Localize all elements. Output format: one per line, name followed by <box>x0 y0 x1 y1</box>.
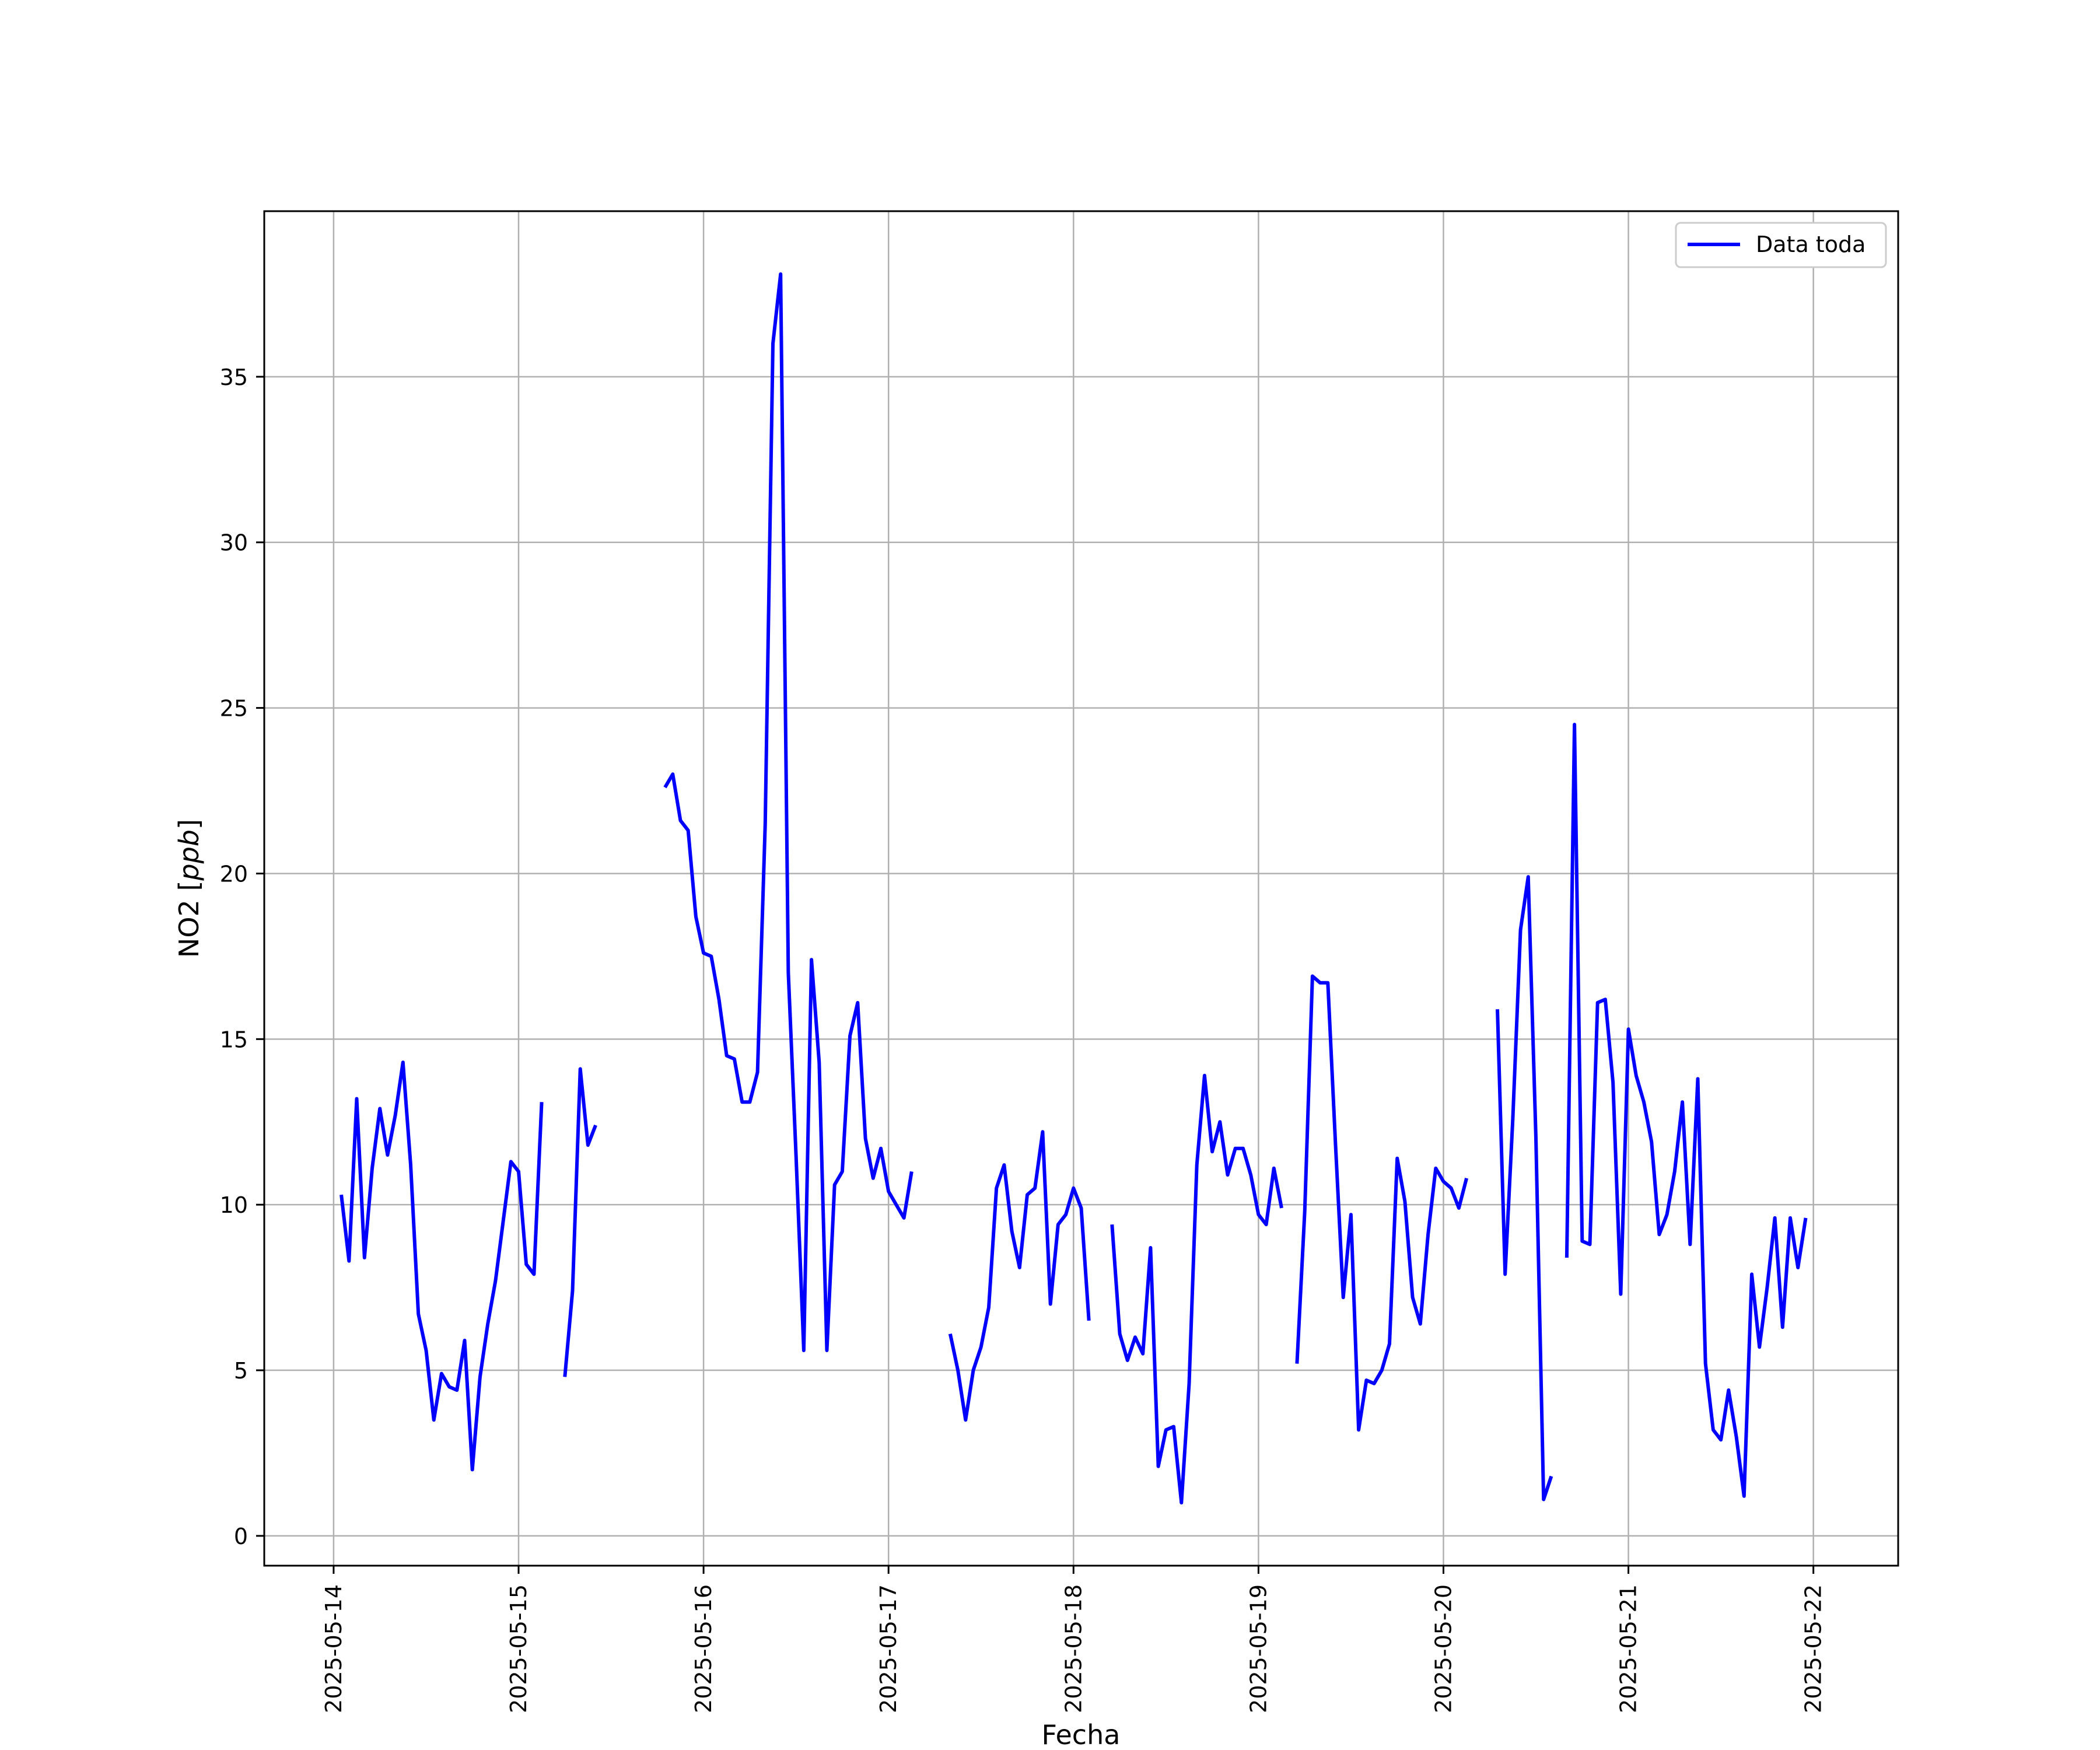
y-tick-label: 10 <box>220 1192 248 1218</box>
x-tick-label: 2025-05-17 <box>876 1584 901 1713</box>
series-line-segment <box>1496 875 1553 1502</box>
x-tick-label: 2025-05-20 <box>1430 1584 1456 1713</box>
x-tick-label: 2025-05-19 <box>1245 1584 1271 1713</box>
y-axis-label-main: NO2 [ <box>173 881 205 958</box>
y-tick-label: 0 <box>234 1524 248 1549</box>
x-tick-label: 2025-05-14 <box>321 1584 346 1713</box>
legend-box <box>1675 222 1887 268</box>
y-axis-label-unit: ppb <box>173 830 205 881</box>
legend: Data toda <box>1675 222 1887 268</box>
series-line-segment <box>1110 1073 1283 1505</box>
series-line-segment <box>663 272 914 1352</box>
series-line-segment <box>340 1060 544 1472</box>
x-tick-label: 2025-05-22 <box>1801 1584 1826 1713</box>
x-tick-label: 2025-05-16 <box>691 1584 716 1713</box>
series-line-segment <box>1295 974 1469 1432</box>
legend-label: Data toda <box>1756 232 1866 257</box>
y-axis-label-close: ] <box>173 819 205 830</box>
series-line-segment <box>563 1067 597 1377</box>
x-tick-label: 2025-05-15 <box>506 1584 531 1713</box>
x-tick-label: 2025-05-18 <box>1060 1584 1086 1713</box>
x-axis-label: Fecha <box>1042 1719 1121 1750</box>
y-tick-label: 5 <box>234 1358 248 1384</box>
plot-frame <box>263 210 1899 1567</box>
grid <box>264 211 1898 1566</box>
y-tick-label: 20 <box>220 861 248 887</box>
series-line-segment <box>948 1130 1091 1422</box>
x-axis: 2025-05-14 2025-05-15 2025-05-16 2025-05-17… <box>321 1566 1826 1713</box>
y-axis-label: NO2 [ppb] <box>173 819 205 958</box>
series-line-segment <box>1564 723 1808 1498</box>
y-axis: 0 5 10 15 20 25 30 35 <box>220 365 264 1549</box>
series-group <box>340 272 1808 1505</box>
y-tick-label: 35 <box>220 365 248 390</box>
y-tick-label: 30 <box>220 530 248 556</box>
x-tick-label: 2025-05-21 <box>1616 1584 1642 1713</box>
y-tick-label: 15 <box>220 1027 248 1052</box>
y-tick-label: 25 <box>220 696 248 722</box>
